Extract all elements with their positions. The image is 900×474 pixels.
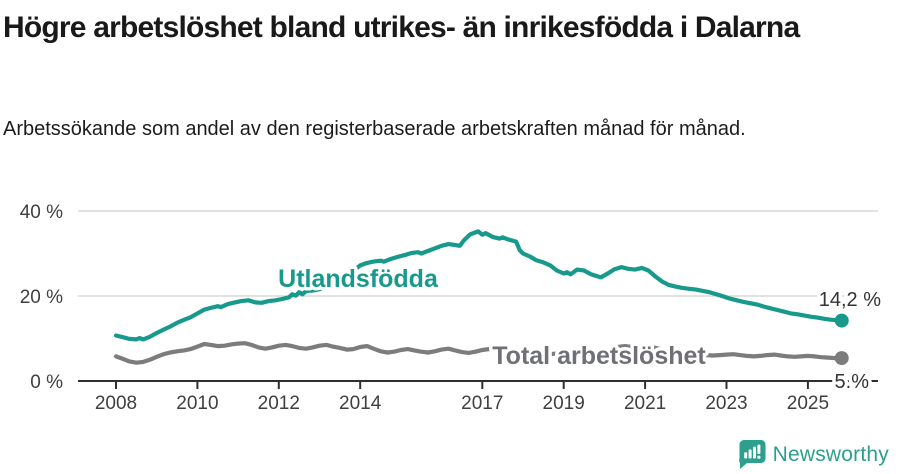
series-end-dot-utlandsfodda (834, 313, 849, 328)
y-tick-label: 40 % (20, 202, 63, 223)
logo-text: Newsworthy (772, 442, 889, 466)
series-line-total-arbetsloshet (113, 341, 844, 365)
series-end-dot-total-arbetsloshet (834, 351, 849, 366)
x-tick-label: 2010 (176, 393, 218, 414)
series-label-total-arbetsloshet: Total arbetslöshet (492, 342, 706, 370)
x-axis-ticks (115, 382, 809, 389)
end-value-label-total-arbetsloshet: 5.% (835, 371, 870, 393)
x-tick-label: 2008 (95, 393, 137, 414)
x-tick-label: 2025 (787, 393, 829, 414)
x-axis-labels: 2008 2010 2012 2014 2017 2019 2021 2023 2025 (95, 393, 829, 414)
end-value-label-utlandsfodda: 14,2 % (819, 289, 881, 311)
x-tick-label: 2021 (624, 393, 666, 414)
y-tick-label: 20 % (20, 287, 63, 308)
gridlines (78, 210, 878, 297)
y-tick-label: 0 % (30, 372, 63, 393)
series-label-utlandsfodda: Utlandsfödda (278, 265, 439, 293)
page-subtitle: Arbetssökande som andel av den registerb… (3, 118, 746, 140)
page-title: Högre arbetslöshet bland utrikes- än inr… (3, 11, 800, 44)
series-line-utlandsfodda (113, 229, 844, 342)
y-axis-labels: 40 % 20 % 0 % (20, 202, 63, 393)
x-tick-label: 2019 (543, 393, 585, 414)
x-tick-label: 2017 (461, 393, 503, 414)
x-tick-label: 2012 (258, 393, 300, 414)
newsworthy-logo: Newsworthy (736, 439, 889, 470)
x-tick-label: 2023 (705, 393, 747, 414)
x-tick-label: 2014 (339, 393, 382, 414)
newsworthy-icon (738, 440, 766, 469)
